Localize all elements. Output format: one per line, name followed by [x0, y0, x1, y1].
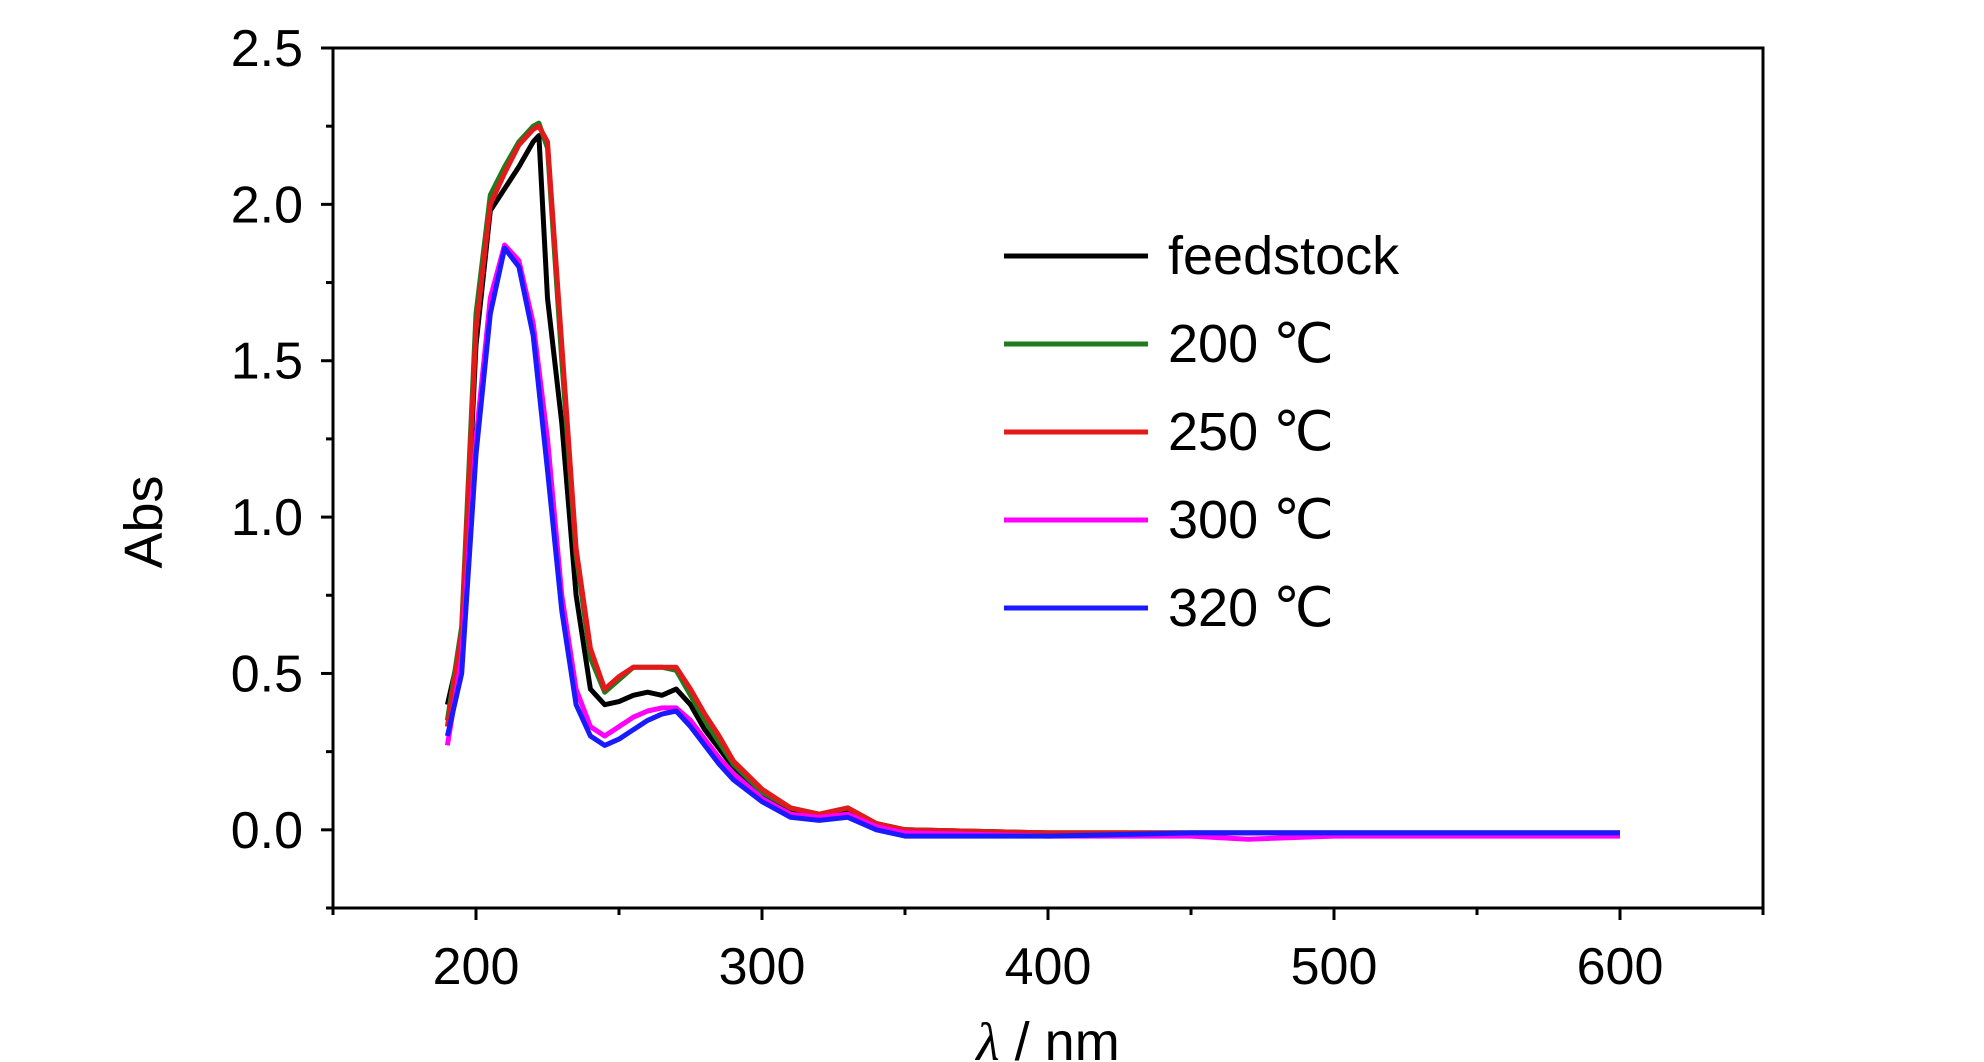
x-tick-label: 500: [1291, 938, 1378, 996]
series-line-5: [444, 245, 1620, 839]
x-axis-unit: / nm: [1000, 1012, 1120, 1062]
y-tick-label: 1.5: [231, 333, 303, 391]
series-line-4: [444, 242, 1620, 842]
series-line-3: [444, 123, 1620, 836]
legend-label: feedstock: [1168, 226, 1400, 286]
axis-layer: 200 300 400 500 600 0.0 0.5 1.0 1.5 2.0 2.5: [231, 20, 1765, 996]
x-tick-label: 300: [719, 938, 806, 996]
series-line-1: [444, 133, 1620, 836]
y-axis-title: Abs: [114, 475, 174, 568]
y-tick-label: 0.5: [231, 645, 303, 703]
legend-label: 200 ℃: [1168, 314, 1334, 374]
x-axis-symbol: λ: [974, 1012, 999, 1062]
x-axis-title: λ / nm: [974, 1012, 1119, 1062]
y-tick-label: 2.5: [231, 20, 303, 78]
y-tick-label: 2.0: [231, 176, 303, 234]
x-tick-label: 400: [1005, 938, 1092, 996]
y-tick-label: 0.0: [231, 802, 303, 860]
legend-label: 250 ℃: [1168, 402, 1334, 462]
x-tick-label: 600: [1577, 938, 1664, 996]
legend-label: 320 ℃: [1168, 578, 1334, 638]
legend-label: 300 ℃: [1168, 490, 1334, 550]
series-layer: [444, 120, 1620, 842]
y-tick-label: 1.0: [231, 489, 303, 547]
x-tick-label: 200: [433, 938, 520, 996]
legend: feedstock 200 ℃ 250 ℃ 300 ℃ 320 ℃: [1004, 226, 1400, 638]
